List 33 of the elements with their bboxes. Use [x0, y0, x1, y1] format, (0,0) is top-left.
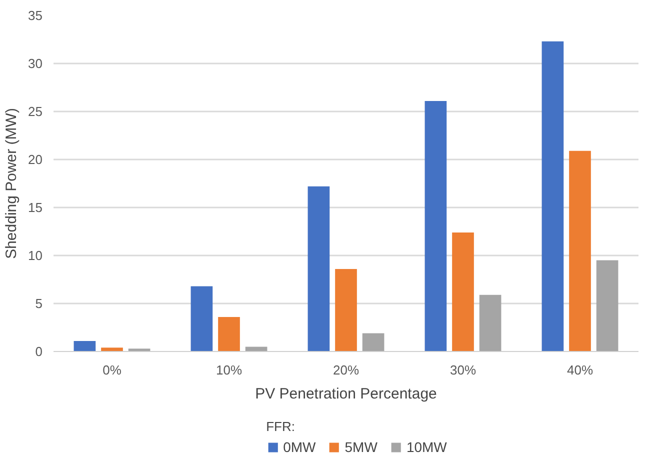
legend-label: 0MW	[283, 439, 316, 455]
x-tick-label: 40%	[566, 362, 594, 378]
bar	[452, 232, 474, 352]
y-axis-title: Shedding Power (MW)	[3, 108, 20, 259]
bar	[218, 316, 240, 352]
y-tick-label: 0	[35, 344, 43, 359]
x-axis-title: PV Penetration Percentage	[255, 386, 437, 402]
x-tick-label: 10%	[216, 362, 242, 378]
bar	[596, 260, 618, 352]
y-tick-label: 20	[28, 152, 43, 167]
bar	[190, 286, 213, 352]
y-tick-label: 5	[35, 296, 43, 311]
y-tick-label: 30	[28, 56, 43, 71]
bar	[362, 333, 384, 352]
bar	[74, 340, 96, 352]
y-tick-label: 25	[28, 104, 43, 119]
bar	[101, 348, 123, 352]
bar	[335, 268, 357, 352]
bar	[479, 294, 502, 352]
bar	[245, 346, 268, 352]
x-tick-label: 0%	[102, 362, 122, 378]
legend-title: FFR:	[266, 419, 296, 434]
x-tick-label: 30%	[450, 362, 476, 378]
y-tick-label: 10	[28, 248, 43, 263]
bar	[542, 41, 564, 352]
y-tick-label: 35	[28, 8, 43, 23]
bar	[308, 186, 330, 352]
bar	[424, 100, 447, 352]
x-tick-label: 20%	[332, 362, 360, 378]
legend-label: 10MW	[406, 439, 447, 455]
legend-label: 5MW	[344, 439, 378, 455]
bar	[569, 150, 591, 352]
y-tick-label: 15	[28, 200, 43, 215]
